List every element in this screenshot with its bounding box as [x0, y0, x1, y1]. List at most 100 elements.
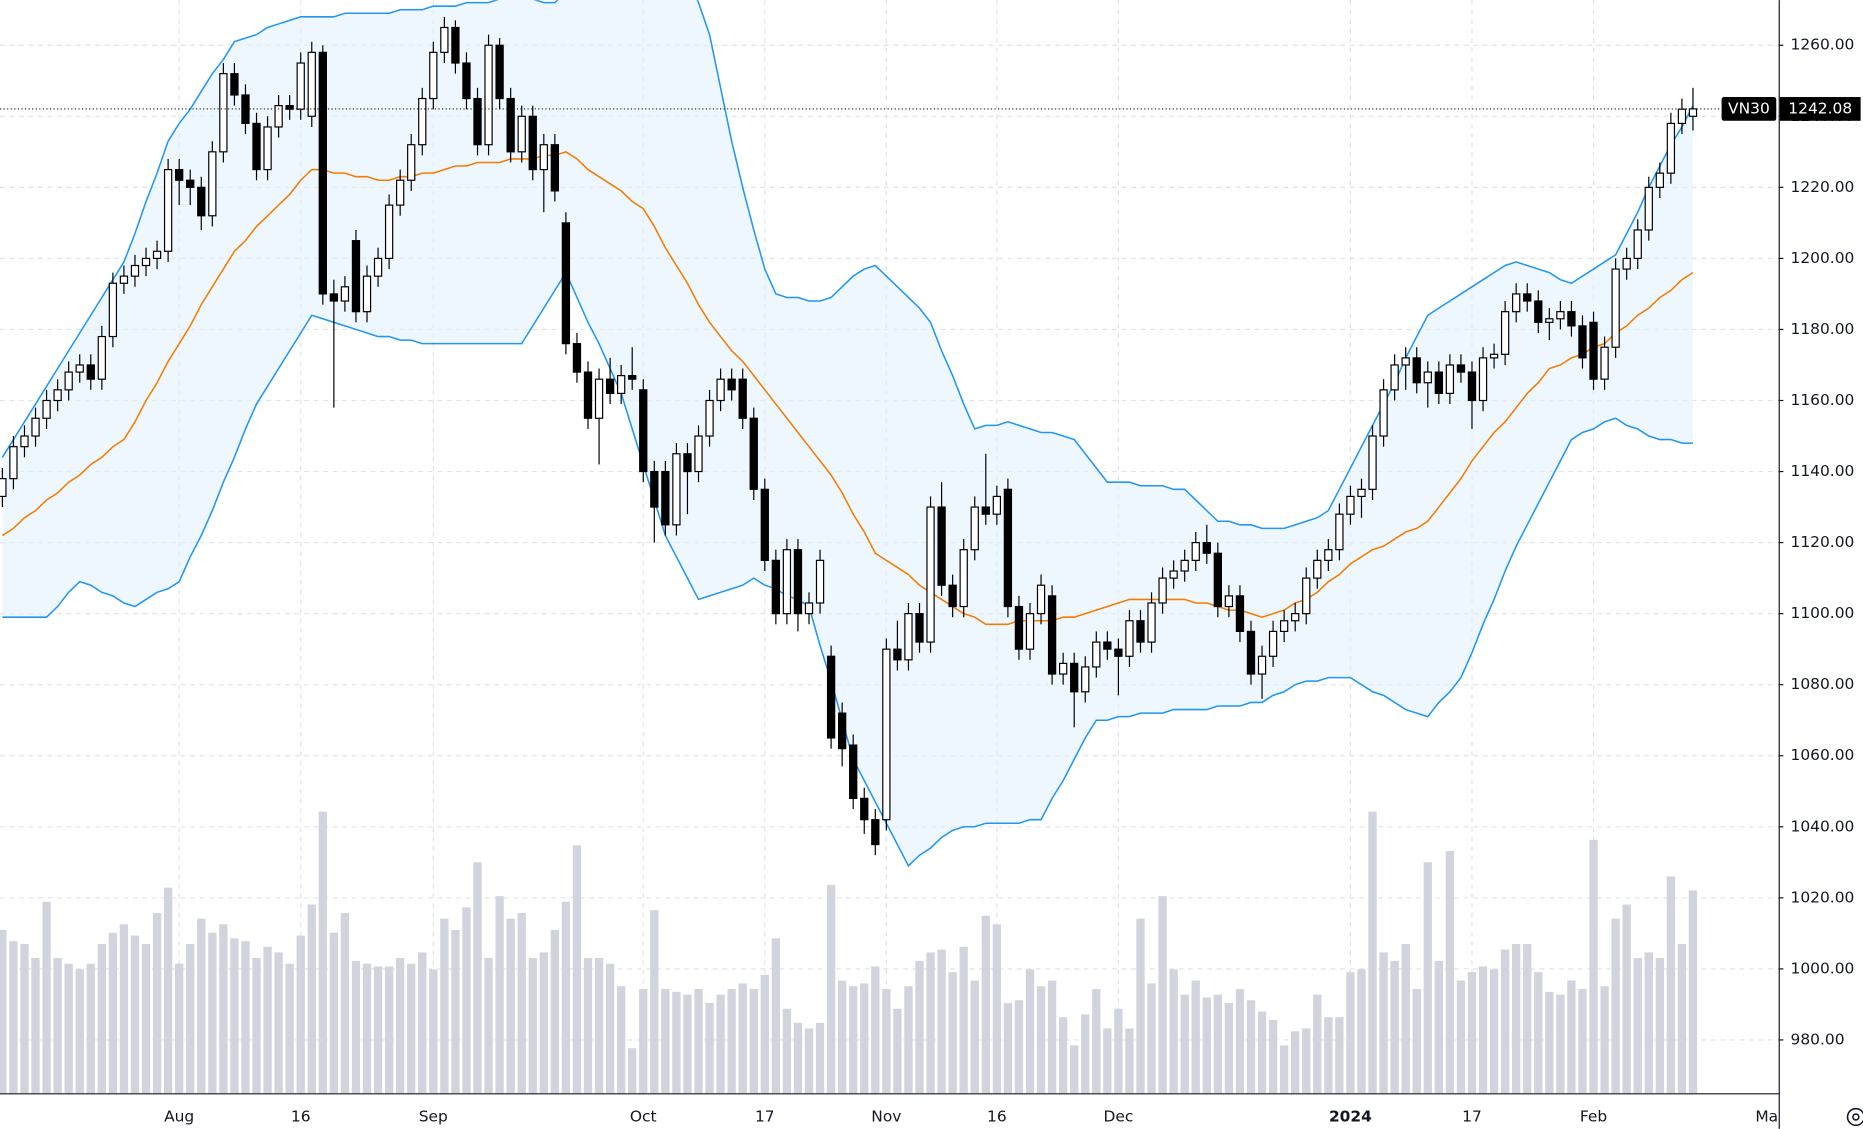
- volume-bar: [1268, 1020, 1278, 1094]
- volume-bar: [152, 913, 162, 1094]
- volume-bar: [860, 983, 869, 1094]
- volume-bar: [1147, 983, 1156, 1094]
- candle-body: [959, 549, 968, 608]
- volume-bar: [429, 969, 438, 1094]
- volume-bar: [119, 924, 129, 1094]
- y-tick-label: 1000.00: [1791, 959, 1855, 977]
- candle-body: [616, 375, 626, 394]
- candle-body: [1036, 584, 1046, 615]
- volume-bar: [484, 958, 493, 1094]
- candle-body: [1456, 364, 1466, 373]
- volume-bar: [650, 910, 659, 1094]
- volume-bar: [1456, 980, 1466, 1094]
- volume-bar: [882, 989, 891, 1094]
- candle-body: [362, 275, 372, 313]
- candle-body: [904, 613, 913, 661]
- candle-body: [1081, 666, 1090, 693]
- volume-bar: [1014, 1000, 1024, 1094]
- candle-body: [1445, 364, 1455, 394]
- volume-bar: [1136, 918, 1145, 1094]
- volume-bar: [1058, 1017, 1068, 1094]
- volume-bar: [1611, 918, 1620, 1094]
- candle-body: [329, 293, 339, 302]
- candle-body: [296, 62, 305, 110]
- volume-bar: [782, 1008, 792, 1094]
- candle-body: [694, 435, 703, 473]
- x-tick-label: Ma: [1755, 1107, 1778, 1125]
- volume-bar: [970, 980, 979, 1094]
- volume-bar: [1346, 972, 1355, 1094]
- volume-bar: [340, 913, 350, 1094]
- volume-bar: [1412, 989, 1421, 1094]
- volume-pane: [0, 811, 1698, 1094]
- volume-bar: [274, 952, 283, 1094]
- candle-body: [1390, 364, 1399, 391]
- candle-body: [163, 168, 173, 252]
- candle-body: [1169, 570, 1178, 579]
- volume-bar: [771, 938, 781, 1094]
- candle-body: [1489, 353, 1499, 359]
- candle-body: [373, 257, 383, 277]
- volume-bar: [871, 966, 880, 1094]
- y-tick-label: 1120.00: [1791, 533, 1855, 551]
- candle-body: [1291, 613, 1300, 622]
- volume-bar: [318, 811, 327, 1094]
- volume-bar: [981, 915, 990, 1094]
- candle-body: [594, 378, 604, 419]
- candle-body: [849, 744, 858, 799]
- candle-body: [1500, 311, 1510, 355]
- volume-bar: [572, 845, 582, 1094]
- candle-body: [826, 655, 836, 739]
- volume-bar: [1125, 1028, 1134, 1094]
- candle-body: [1677, 108, 1687, 124]
- candle-body: [75, 364, 84, 373]
- volume-bar: [1235, 989, 1245, 1094]
- candle-body: [1556, 311, 1565, 320]
- candle-body: [1600, 346, 1609, 380]
- volume-bar: [451, 929, 460, 1094]
- candle-body: [1202, 541, 1211, 554]
- candle-body: [318, 51, 327, 295]
- candle-body: [639, 389, 648, 473]
- candle-body: [1302, 577, 1311, 615]
- volume-bar: [1688, 890, 1698, 1094]
- volume-bar: [175, 963, 184, 1094]
- volume-bar: [1434, 960, 1443, 1094]
- candle-body: [208, 151, 217, 217]
- candle-body: [1688, 108, 1698, 117]
- volume-bar: [749, 989, 758, 1094]
- candle-body: [583, 371, 593, 419]
- volume-bar: [639, 989, 648, 1094]
- candle-body: [1368, 435, 1377, 490]
- volume-bar: [1523, 943, 1532, 1094]
- candle-body: [1268, 630, 1278, 657]
- volume-bar: [1291, 1031, 1300, 1094]
- candle-body: [1611, 268, 1620, 348]
- y-tick-label: 1040.00: [1791, 817, 1855, 835]
- y-tick-label: 1080.00: [1791, 675, 1855, 693]
- candle-body: [407, 144, 416, 181]
- volume-bar: [263, 946, 272, 1094]
- candle-body: [937, 506, 946, 586]
- candle-body: [628, 375, 637, 380]
- volume-bar: [1081, 1014, 1090, 1094]
- volume-bar: [197, 918, 206, 1094]
- candle-body: [64, 371, 73, 391]
- candle-body: [672, 453, 681, 526]
- candle-body: [1545, 318, 1554, 323]
- volume-bar: [1545, 991, 1554, 1094]
- settings-button[interactable]: [1846, 1107, 1863, 1127]
- volume-bar: [307, 904, 316, 1094]
- candle-body: [1058, 662, 1068, 675]
- volume-bar: [815, 1022, 825, 1094]
- volume-bar: [1390, 960, 1399, 1094]
- volume-bar: [1169, 969, 1178, 1094]
- candle-body: [230, 73, 239, 96]
- candle-body: [528, 115, 537, 171]
- candle-body: [108, 282, 118, 338]
- candle-body: [274, 105, 283, 128]
- y-tick-label: 1180.00: [1791, 320, 1855, 338]
- volume-bar: [1500, 949, 1510, 1094]
- volume-bar: [716, 994, 725, 1094]
- candle-body: [440, 26, 449, 53]
